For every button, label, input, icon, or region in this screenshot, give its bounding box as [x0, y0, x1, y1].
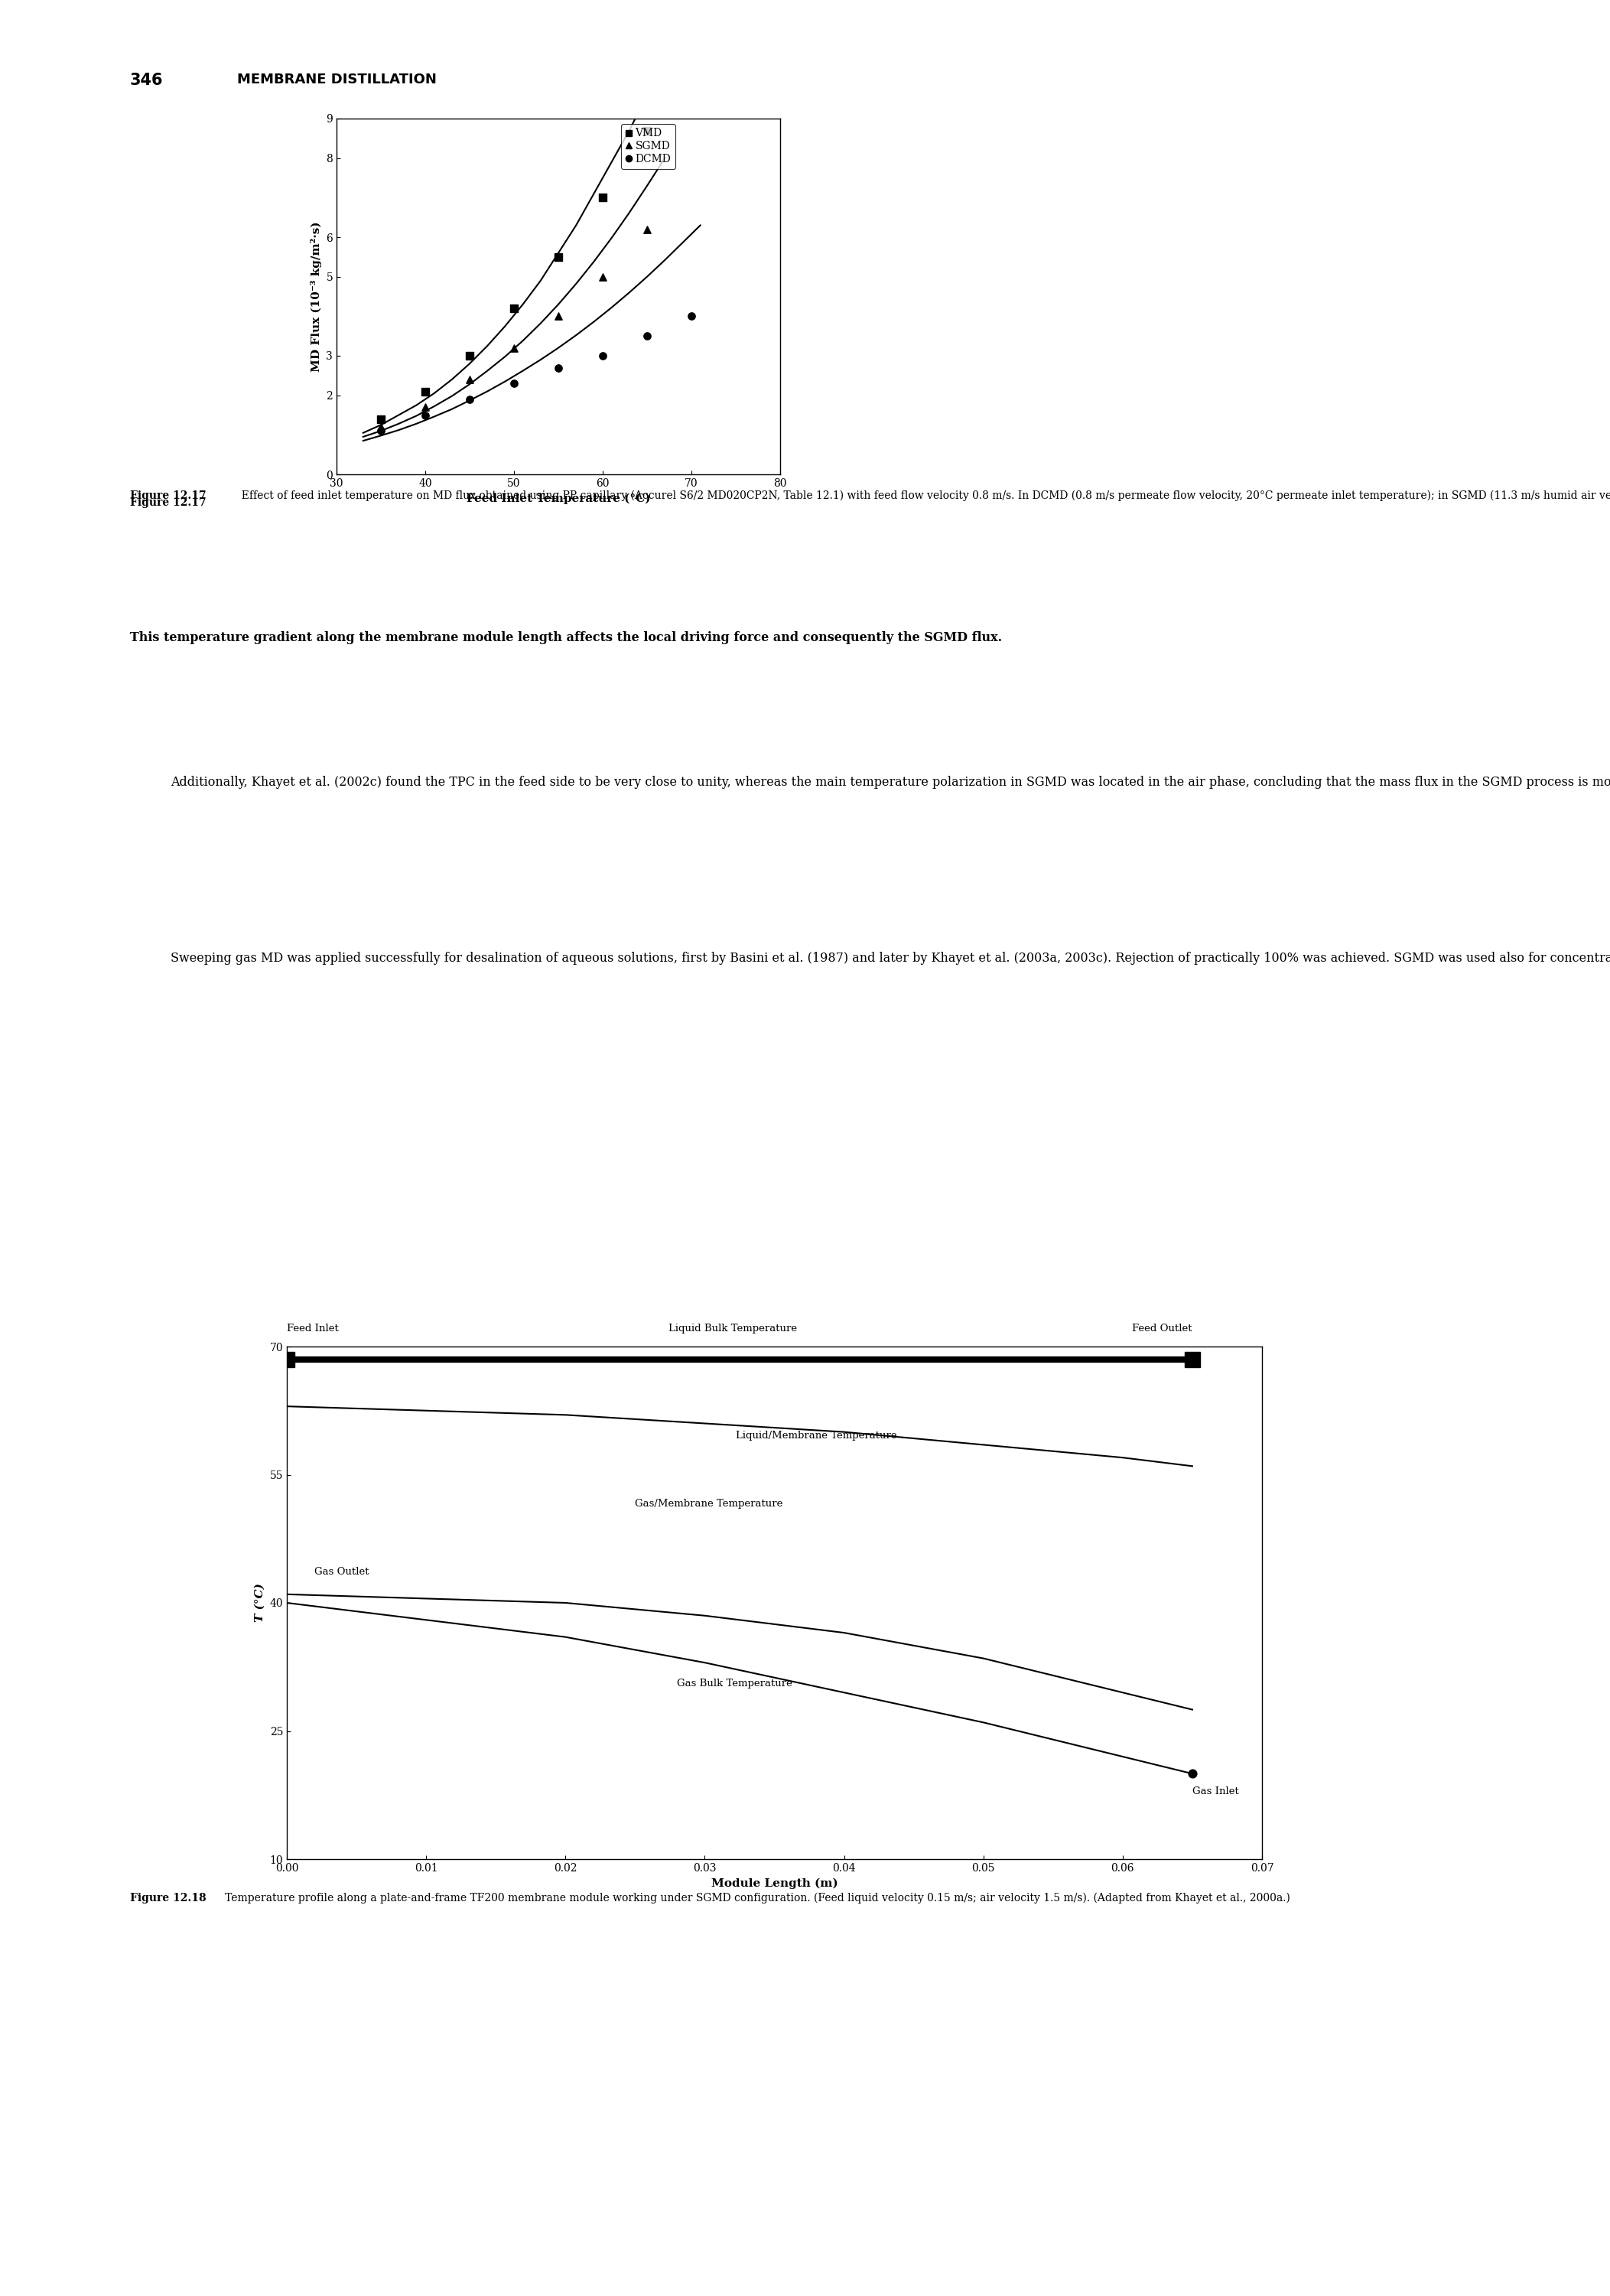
Point	[678, 298, 704, 335]
Text: Liquid Bulk Temperature: Liquid Bulk Temperature	[668, 1325, 797, 1334]
Text: Liquid/Membrane Temperature: Liquid/Membrane Temperature	[736, 1430, 897, 1440]
Text: 346: 346	[130, 73, 163, 87]
X-axis label: Module Length (m): Module Length (m)	[712, 1878, 837, 1890]
Point	[369, 400, 394, 436]
Point	[457, 381, 483, 418]
Point	[634, 211, 660, 248]
Text: Figure 12.18: Figure 12.18	[130, 1892, 206, 1903]
Text: Effect of feed inlet temperature on MD flux obtained using PP capillary (Accurel: Effect of feed inlet temperature on MD f…	[235, 491, 1610, 501]
Legend: VMD, SGMD, DCMD: VMD, SGMD, DCMD	[621, 124, 675, 170]
X-axis label: Feed Inlet Temperature (°C): Feed Inlet Temperature (°C)	[467, 494, 650, 505]
Point	[501, 331, 526, 367]
Point	[369, 409, 394, 445]
Text: Additionally, Khayet et al. (2002c) found the TPC in the feed side to be very cl: Additionally, Khayet et al. (2002c) foun…	[171, 776, 1610, 790]
Point	[501, 365, 526, 402]
Text: Temperature profile along a plate-and-frame TF200 membrane module working under : Temperature profile along a plate-and-fr…	[214, 1892, 1290, 1903]
Point	[589, 259, 615, 296]
Text: Gas Outlet: Gas Outlet	[314, 1568, 369, 1577]
Point	[546, 298, 572, 335]
Text: Feed Outlet: Feed Outlet	[1132, 1325, 1193, 1334]
Point	[1180, 1341, 1206, 1378]
Point	[412, 388, 438, 425]
Point	[546, 349, 572, 386]
Point	[589, 179, 615, 216]
Text: This temperature gradient along the membrane module length affects the local dri: This temperature gradient along the memb…	[130, 631, 1001, 645]
Point	[457, 338, 483, 374]
Point	[274, 1341, 299, 1378]
Text: Gas/Membrane Temperature: Gas/Membrane Temperature	[634, 1499, 782, 1508]
Point	[412, 397, 438, 434]
Text: Feed Inlet: Feed Inlet	[287, 1325, 338, 1334]
Point	[457, 360, 483, 397]
Y-axis label: T (°C): T (°C)	[254, 1584, 266, 1623]
Point	[589, 338, 615, 374]
Text: Figure 12.17: Figure 12.17	[130, 498, 206, 507]
Point	[634, 317, 660, 354]
Text: MEMBRANE DISTILLATION: MEMBRANE DISTILLATION	[237, 73, 436, 87]
Point	[546, 239, 572, 276]
Text: Gas Inlet: Gas Inlet	[1193, 1786, 1238, 1795]
Point	[412, 372, 438, 409]
Y-axis label: MD Flux (10⁻³ kg/m²·s): MD Flux (10⁻³ kg/m²·s)	[311, 220, 322, 372]
Point	[369, 413, 394, 450]
Point	[1180, 1756, 1206, 1793]
Text: Figure 12.17: Figure 12.17	[130, 491, 206, 501]
Point	[634, 113, 660, 149]
Point	[501, 289, 526, 326]
Text: Gas Bulk Temperature: Gas Bulk Temperature	[676, 1678, 792, 1688]
Text: Sweeping gas MD was applied successfully for desalination of aqueous solutions, : Sweeping gas MD was applied successfully…	[171, 951, 1610, 964]
